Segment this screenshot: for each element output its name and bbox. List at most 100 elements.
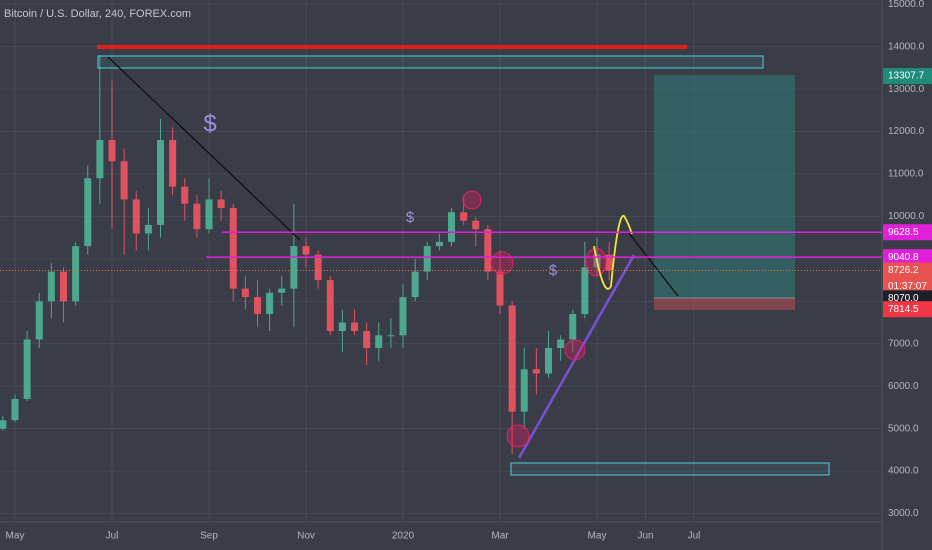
price-label: 8070.0 bbox=[888, 293, 919, 304]
y-tick-label: 13000.0 bbox=[888, 84, 925, 95]
candle-body bbox=[181, 186, 189, 204]
projection-line bbox=[627, 231, 679, 297]
candle-body bbox=[254, 297, 261, 315]
candle-body bbox=[144, 224, 152, 234]
x-tick-label: 2020 bbox=[392, 531, 415, 542]
target-zone bbox=[654, 75, 795, 298]
candle-body bbox=[387, 335, 395, 337]
price-label: 7814.5 bbox=[888, 304, 919, 315]
candle-body bbox=[108, 140, 116, 162]
y-tick-label: 4000.0 bbox=[888, 466, 919, 477]
marker-circle bbox=[462, 190, 482, 210]
candle-body bbox=[496, 271, 504, 306]
y-tick-label: 14000.0 bbox=[888, 41, 925, 52]
candle-body bbox=[84, 178, 92, 247]
price-label-bg bbox=[883, 224, 932, 241]
grid bbox=[0, 0, 882, 522]
x-tick-label: Nov bbox=[297, 531, 315, 542]
price-label: 9628.5 bbox=[888, 227, 919, 238]
candle-body bbox=[35, 301, 43, 340]
candle-body bbox=[217, 199, 225, 208]
candle-body bbox=[72, 246, 80, 302]
candle-body bbox=[508, 305, 516, 412]
y-tick-label: 6000.0 bbox=[888, 381, 919, 392]
candle-body bbox=[605, 254, 613, 271]
stop-zone bbox=[654, 298, 795, 310]
candle-body bbox=[60, 271, 67, 302]
candle-body bbox=[411, 271, 419, 298]
candle-body bbox=[302, 246, 310, 255]
price-label-bg bbox=[883, 68, 932, 85]
candle-body bbox=[520, 369, 528, 412]
candle-body bbox=[460, 212, 468, 221]
marker-circle bbox=[564, 339, 586, 361]
countdown: 01:37:07 bbox=[888, 281, 927, 292]
price-label: 9040.8 bbox=[888, 252, 919, 263]
candle-body bbox=[338, 322, 346, 332]
candle-body bbox=[484, 229, 492, 272]
price-label: 8726.2 bbox=[888, 265, 919, 276]
y-tick-label: 3000.0 bbox=[888, 508, 919, 519]
candle-body bbox=[399, 297, 407, 336]
candle-body bbox=[314, 254, 322, 281]
candle-body bbox=[532, 369, 540, 374]
candle-body bbox=[569, 314, 577, 340]
x-tick-label: Jul bbox=[688, 531, 701, 542]
candle-body bbox=[205, 199, 213, 230]
candle-body bbox=[581, 267, 589, 315]
annotation: $ bbox=[203, 110, 216, 137]
y-tick-label: 10000.0 bbox=[888, 211, 925, 222]
marker-circle bbox=[585, 247, 607, 277]
x-tick-label: Jul bbox=[106, 531, 119, 542]
top-zone bbox=[97, 55, 764, 69]
trend-line bbox=[107, 56, 301, 241]
candle-body bbox=[241, 288, 249, 298]
candle-body bbox=[290, 246, 298, 289]
candle-body bbox=[557, 339, 565, 348]
annotation: $ bbox=[406, 209, 415, 226]
candle-body bbox=[435, 241, 443, 247]
candle-body bbox=[11, 398, 19, 421]
candle-body bbox=[472, 220, 480, 230]
bottom-zone bbox=[510, 462, 830, 476]
price-label-bg bbox=[883, 262, 932, 279]
x-tick-label: May bbox=[6, 531, 25, 542]
y-tick-label: 15000.0 bbox=[888, 0, 925, 10]
candle-body bbox=[132, 199, 140, 234]
annotation: $ bbox=[549, 262, 558, 279]
candle-body bbox=[266, 292, 274, 315]
candle-body bbox=[23, 339, 31, 399]
marker-circle bbox=[506, 424, 530, 448]
candle-body bbox=[0, 420, 7, 429]
candle-body bbox=[157, 140, 164, 225]
x-tick-label: Sep bbox=[200, 531, 218, 542]
candle-body bbox=[326, 280, 334, 332]
x-tick-label: Jun bbox=[637, 531, 653, 542]
candle-body bbox=[375, 335, 383, 348]
candle-body bbox=[351, 322, 358, 332]
candle-body bbox=[448, 212, 455, 242]
candle-body bbox=[169, 140, 177, 187]
y-tick-label: 5000.0 bbox=[888, 423, 919, 434]
candle-body bbox=[47, 271, 55, 302]
price-label-bg bbox=[883, 301, 932, 318]
candle-body bbox=[545, 348, 552, 374]
candle-body bbox=[423, 246, 431, 272]
candles bbox=[0, 55, 613, 455]
candle-body bbox=[229, 207, 237, 289]
price-label: 13307.7 bbox=[888, 71, 925, 82]
y-tick-label: 7000.0 bbox=[888, 338, 919, 349]
candle-body bbox=[363, 331, 371, 348]
y-tick-label: 11000.0 bbox=[888, 169, 924, 180]
x-tick-label: Mar bbox=[491, 531, 509, 542]
support-line bbox=[517, 254, 636, 459]
y-tick-label: 12000.0 bbox=[888, 126, 925, 137]
candle-body bbox=[193, 203, 201, 230]
candle-body bbox=[120, 161, 128, 200]
chart-title: Bitcoin / U.S. Dollar, 240, FOREX.com bbox=[4, 8, 191, 20]
candle-body bbox=[278, 288, 286, 293]
